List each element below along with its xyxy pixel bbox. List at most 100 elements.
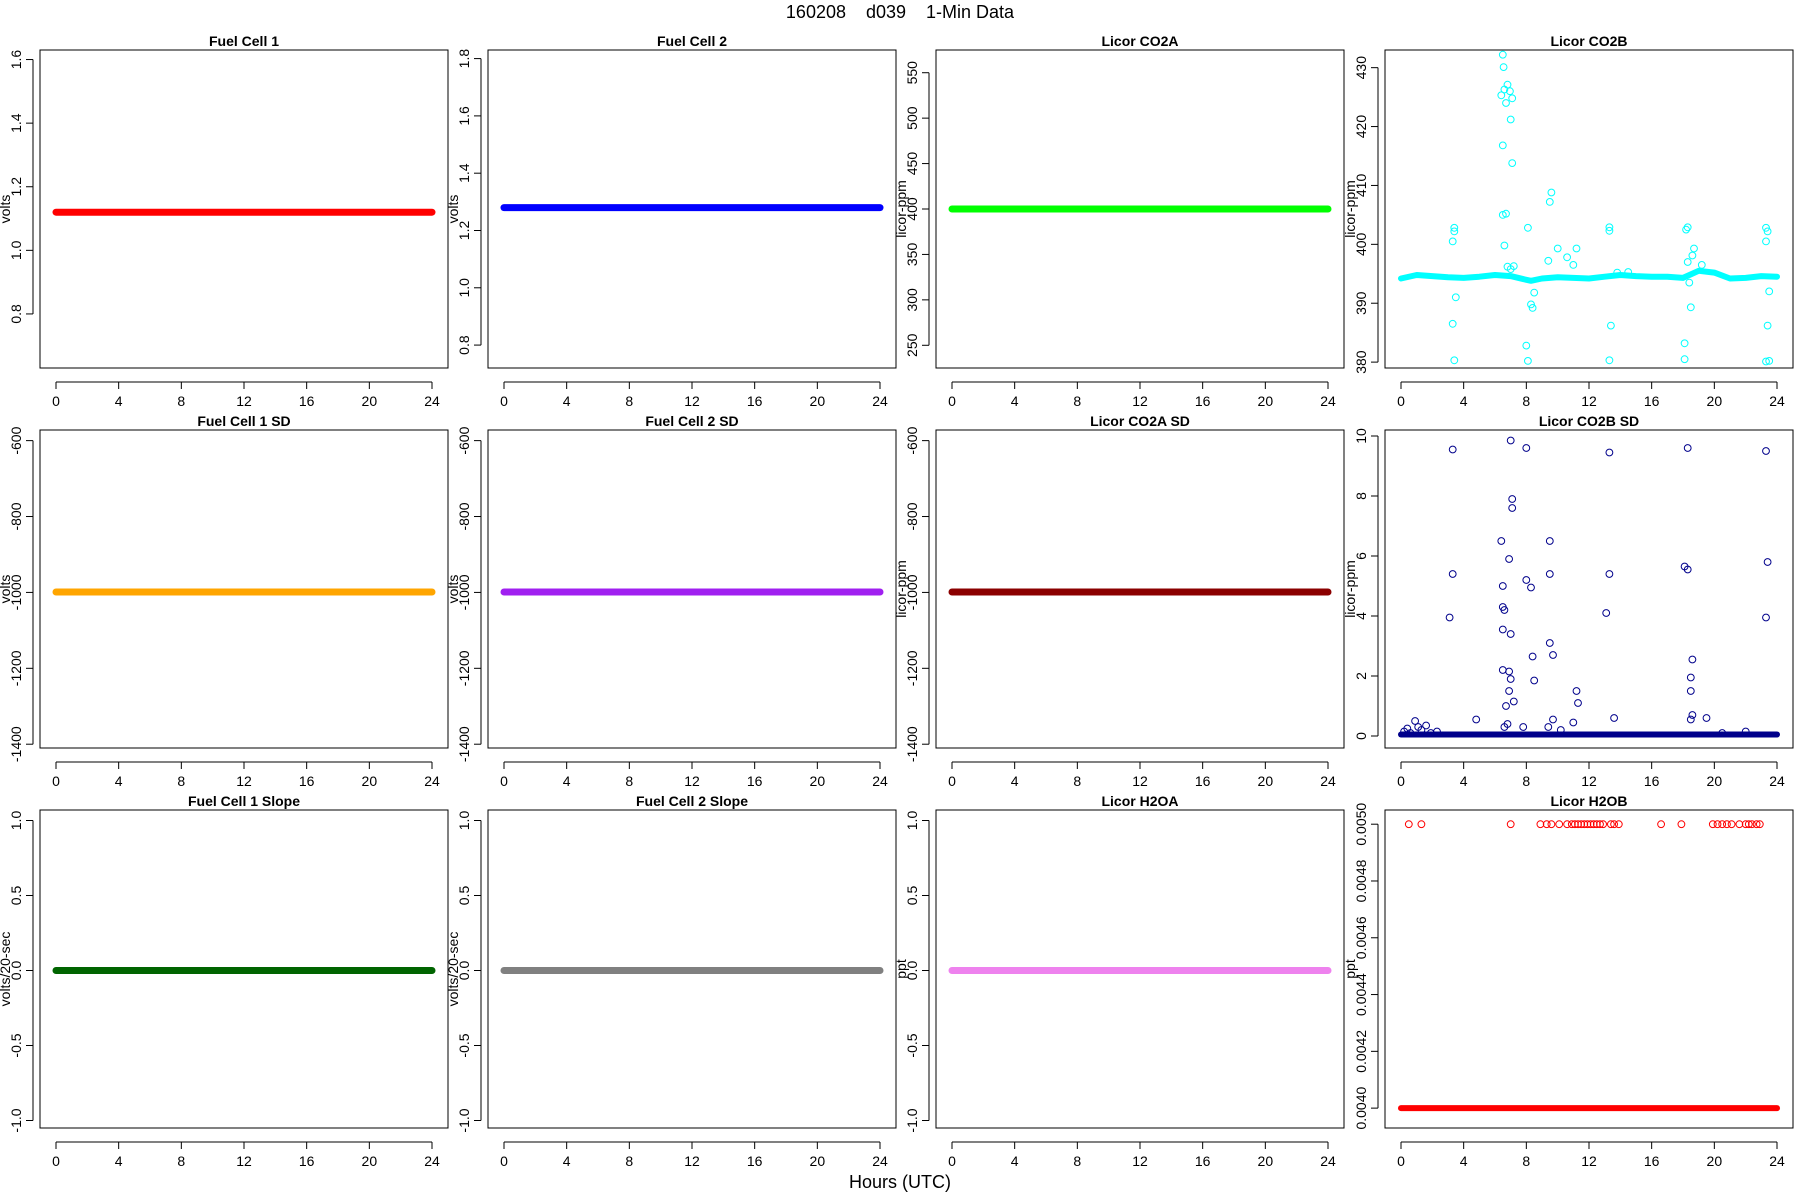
data-point <box>1547 188 1556 197</box>
x-tick-label: 16 <box>747 773 763 789</box>
y-axis-label: ppt <box>1342 959 1358 979</box>
y-tick-label: 350 <box>904 243 920 267</box>
y-axis: -1.0 -0.5 0.0 0.5 1.0 <box>8 811 34 1133</box>
x-tick-label: 20 <box>1707 1153 1723 1169</box>
y-axis: -1.0 -0.5 0.0 0.5 1.0 <box>456 811 482 1133</box>
data-point <box>1683 258 1692 266</box>
data-point <box>1497 91 1506 100</box>
y-tick-label: 0.0046 <box>1353 916 1369 959</box>
x-tick-label: 4 <box>1460 773 1468 789</box>
data-point <box>1509 262 1518 271</box>
y-tick-label: 400 <box>1353 232 1369 256</box>
x-tick-label: 0 <box>1397 1153 1405 1169</box>
data-point <box>1605 226 1614 235</box>
data-point <box>1686 687 1695 695</box>
data-point <box>1505 555 1513 563</box>
x-tick-label: 0 <box>500 393 508 409</box>
x-tick-label: 20 <box>1258 1153 1274 1169</box>
x-tick-label: 0 <box>948 393 956 409</box>
x-tick-label: 12 <box>236 393 252 409</box>
x-tick-label: 4 <box>1011 393 1019 409</box>
y-axis: 0.8 1.0 1.2 1.4 1.6 1.8 <box>456 49 482 355</box>
data-point <box>1580 820 1589 829</box>
data-point <box>1569 718 1578 727</box>
data-baseline <box>1398 267 1780 284</box>
data-point <box>1497 537 1506 545</box>
x-axis: 0 4 8 12 16 20 24 <box>500 1141 888 1169</box>
data-point <box>1508 495 1517 503</box>
data-point <box>1450 227 1459 236</box>
y-tick-label: -600 <box>904 426 920 454</box>
x-tick-label: 4 <box>563 1153 571 1169</box>
chart-co2b: Licor CO2B 0 4 8 12 16 20 24 380 390 400 410 420 430 l… <box>1342 33 1794 409</box>
data-point <box>1718 729 1727 737</box>
x-axis: 0 4 8 12 16 20 24 <box>1397 1141 1785 1169</box>
data-point <box>1735 820 1744 829</box>
data-point <box>1506 675 1515 683</box>
y-tick-label: 6 <box>1353 552 1369 560</box>
data-point <box>1528 652 1537 661</box>
y-tick-label: -1200 <box>456 650 472 686</box>
x-tick-label: 4 <box>563 393 571 409</box>
data-point <box>1556 726 1565 734</box>
x-tick-label: 4 <box>1460 393 1468 409</box>
y-tick-label: -1000 <box>8 574 24 610</box>
x-axis: 0 4 8 12 16 20 24 <box>500 761 888 789</box>
x-tick-label: 8 <box>625 393 633 409</box>
data-point <box>1545 537 1554 545</box>
data-point <box>1509 697 1518 706</box>
data-point <box>1683 565 1692 574</box>
data-point <box>1545 570 1554 578</box>
x-tick-label: 24 <box>424 1153 440 1169</box>
y-tick-label: -1.0 <box>456 1108 472 1132</box>
plot-frame <box>935 809 1345 1129</box>
data-point <box>1607 321 1615 330</box>
x-tick-label: 12 <box>684 393 700 409</box>
data-point <box>1583 820 1592 829</box>
data-point <box>1683 223 1692 232</box>
x-tick-label: 0 <box>948 1153 956 1169</box>
data-point <box>1499 63 1508 71</box>
data-point <box>1498 666 1507 674</box>
data-point <box>1519 723 1528 731</box>
x-tick-label: 24 <box>1769 393 1785 409</box>
x-tick-label: 8 <box>177 1153 185 1169</box>
y-tick-label: -600 <box>8 426 24 454</box>
data-point <box>1762 223 1770 232</box>
x-tick-label: 4 <box>115 393 123 409</box>
data-point <box>1506 115 1515 124</box>
plot-frame <box>1384 429 1794 749</box>
y-tick-label: 0.5 <box>8 886 24 906</box>
x-tick-label: 12 <box>684 773 700 789</box>
data-point <box>1406 729 1415 737</box>
y-tick-label: 1.2 <box>8 177 24 197</box>
data-point <box>1762 613 1770 622</box>
chart-title: Licor CO2B <box>1550 33 1627 49</box>
data-point <box>1599 820 1607 829</box>
data-point <box>1522 341 1531 350</box>
x-tick-label: 8 <box>1522 393 1530 409</box>
x-tick-label: 20 <box>1258 393 1274 409</box>
y-tick-label: 0.0042 <box>1353 1030 1369 1073</box>
data-point <box>1569 261 1578 269</box>
y-tick-label: 450 <box>904 152 920 176</box>
data-point <box>1502 99 1510 107</box>
x-axis: 0 4 8 12 16 20 24 <box>1397 381 1785 409</box>
data-point <box>1572 244 1581 253</box>
y-tick-label: 2 <box>1353 672 1369 680</box>
y-axis: -1400 -1200 -1000 -800 -600 <box>904 426 930 762</box>
data-point <box>1763 321 1772 330</box>
chart-title: Fuel Cell 1 <box>209 33 279 49</box>
chart-fc2sd: Fuel Cell 2 SD 0 4 8 12 16 20 24 -1400 -1200 -1000… <box>445 413 897 789</box>
x-tick-label: 16 <box>299 393 315 409</box>
data-point <box>1741 820 1750 829</box>
y-tick-label: -600 <box>456 426 472 454</box>
x-tick-label: 0 <box>948 773 956 789</box>
data-point <box>1505 687 1513 695</box>
data-point <box>1506 630 1515 638</box>
data-point <box>1448 570 1457 578</box>
data-point <box>1500 606 1509 614</box>
x-tick-label: 0 <box>1397 393 1405 409</box>
x-tick-label: 20 <box>362 393 378 409</box>
data-point <box>1445 613 1454 622</box>
